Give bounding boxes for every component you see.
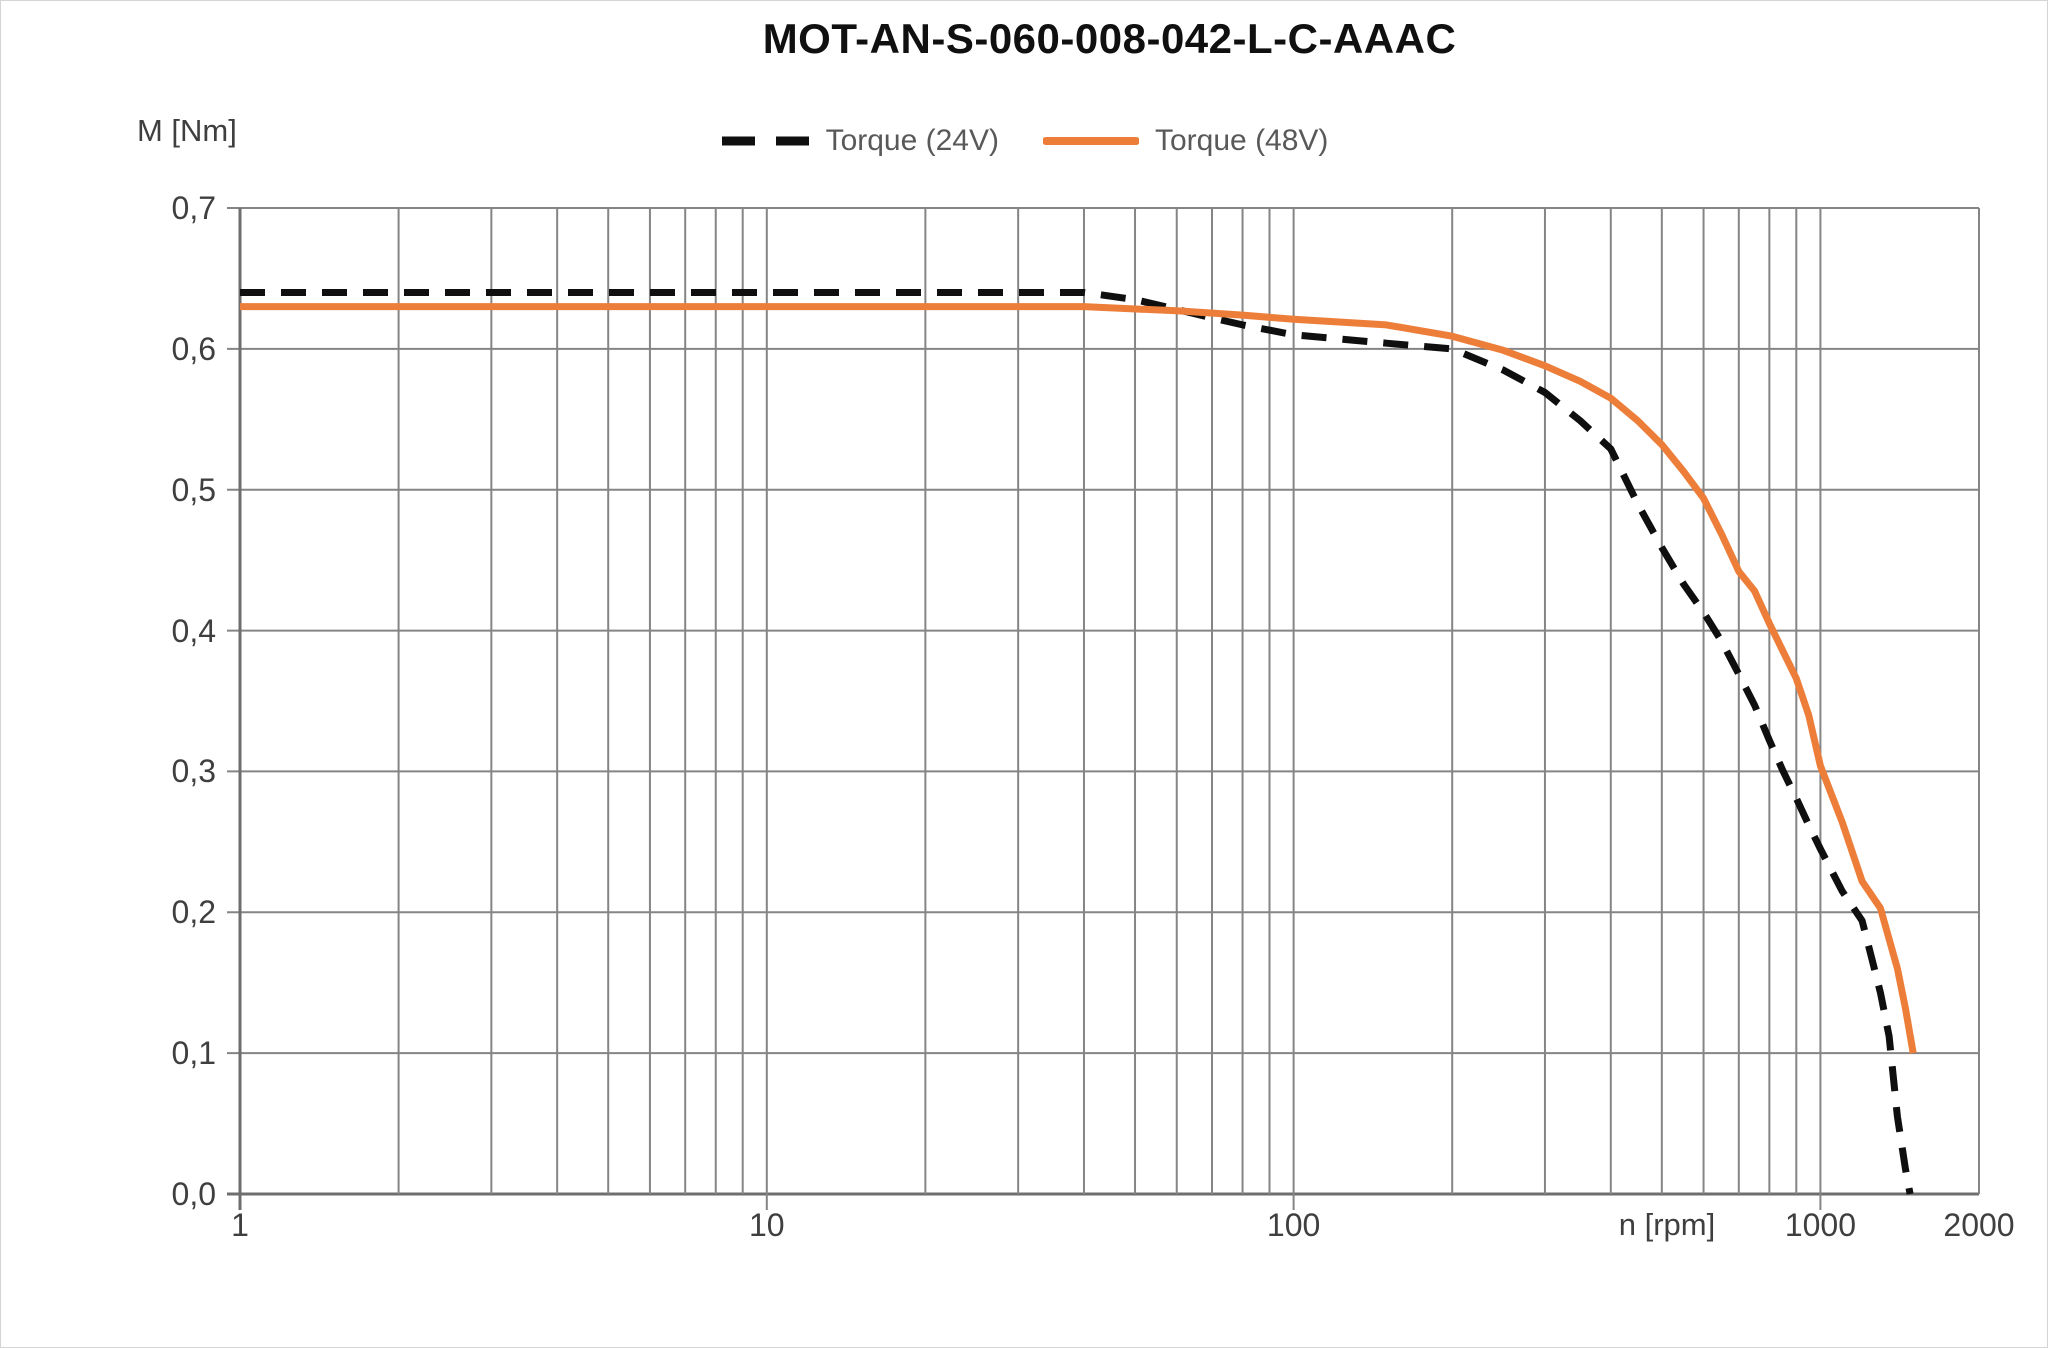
x-axis-title: n [rpm]	[1618, 1207, 1716, 1242]
x-tick-label-10: 10	[749, 1207, 785, 1243]
x-tick-label-1000: 1000	[1784, 1207, 1856, 1243]
legend-item-torque-24v: Torque (24V)	[721, 124, 999, 158]
curve-torque-48v-	[240, 303, 1917, 1054]
dashed-line-swatch-icon	[721, 136, 810, 146]
y-tick-label-0-0: 0,0	[171, 1176, 216, 1212]
legend-label-torque-48v: Torque (48V)	[1155, 124, 1329, 157]
y-tick-label-0-5: 0,5	[171, 471, 216, 508]
x-tick-label-2000: 2000	[1943, 1207, 2015, 1243]
legend-item-torque-48v: Torque (48V)	[1043, 124, 1328, 158]
solid-line-swatch-icon	[1043, 137, 1139, 145]
y-tick-label-0-7: 0,7	[171, 190, 216, 226]
x-tick-label-1: 1	[231, 1207, 249, 1243]
y-tick-label-0-6: 0,6	[171, 330, 216, 367]
y-axis-title: M [Nm]	[137, 113, 237, 148]
chart-title: MOT-AN-S-060-008-042-L-C-AAAC	[762, 15, 1457, 62]
x-tick-label-100: 100	[1266, 1207, 1321, 1243]
legend: Torque (24V) Torque (48V)	[1, 119, 2047, 163]
y-tick-label-0-1: 0,1	[171, 1035, 216, 1072]
y-tick-label-0-4: 0,4	[171, 612, 216, 649]
legend-label-torque-24v: Torque (24V)	[825, 124, 999, 157]
y-tick-label-0-2: 0,2	[171, 894, 216, 931]
y-tick-label-0-3: 0,3	[171, 753, 216, 790]
